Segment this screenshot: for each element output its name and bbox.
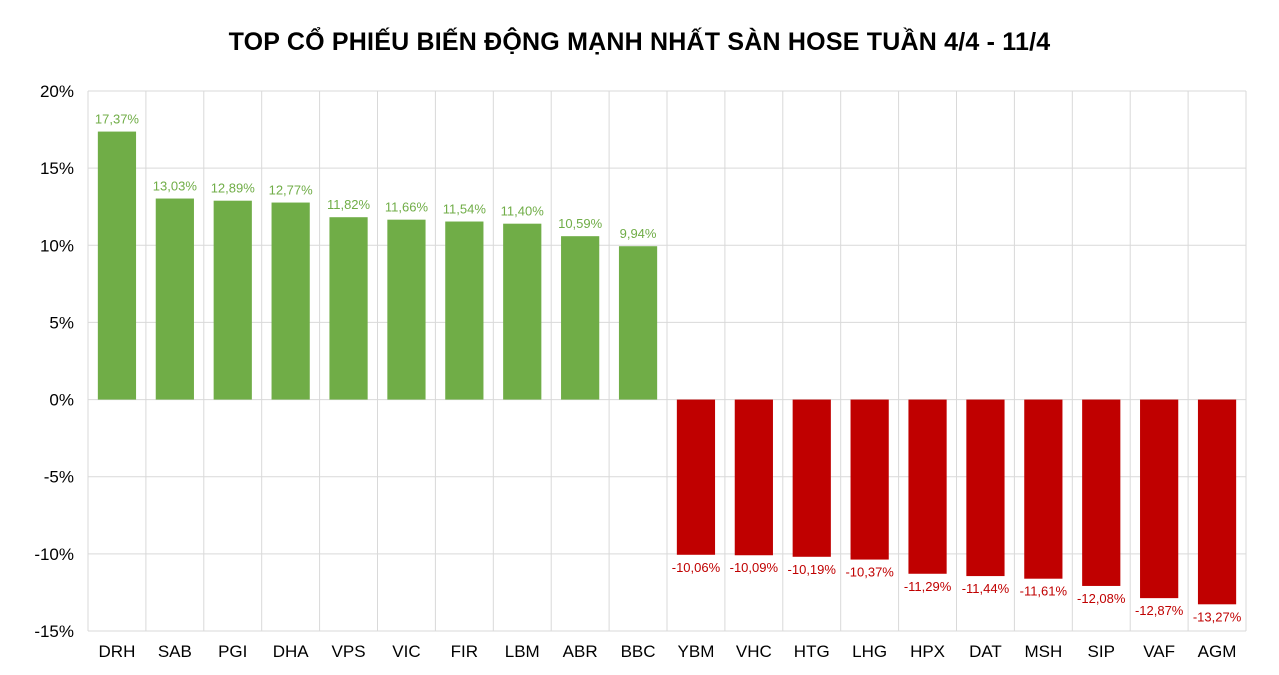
bar-htg xyxy=(792,399,831,557)
bar-dha xyxy=(271,202,310,400)
bar-sip xyxy=(1082,399,1121,586)
bar-drh xyxy=(97,131,137,400)
y-tick-label: 15% xyxy=(40,159,74,178)
x-tick-label: ABR xyxy=(563,642,598,661)
data-label: 11,82% xyxy=(327,197,371,212)
label-layer: 17,37% 13,03% 12,89% 12,77% 11,82% 11,66% 11,5… xyxy=(95,112,1242,625)
x-tick-label: DRH xyxy=(99,642,136,661)
y-tick-label: -10% xyxy=(34,545,74,564)
x-tick-label: HPX xyxy=(910,642,945,661)
bar-layer xyxy=(97,131,1237,605)
x-tick-label: VHC xyxy=(736,642,772,661)
data-label: 11,40% xyxy=(501,204,545,219)
bar-vic xyxy=(387,219,426,400)
y-tick-label: 10% xyxy=(40,236,74,255)
bar-ybm xyxy=(676,399,716,555)
bar-vhc xyxy=(734,399,773,556)
bar-lbm xyxy=(503,223,542,400)
x-tick-label: VAF xyxy=(1143,642,1175,661)
data-label: -10,37% xyxy=(845,565,894,580)
bar-dat xyxy=(966,399,1005,577)
x-tick-label: BBC xyxy=(621,642,656,661)
x-tick-label: HTG xyxy=(794,642,830,661)
data-label: -13,27% xyxy=(1193,609,1242,624)
data-label: -12,08% xyxy=(1077,591,1126,606)
bar-fir xyxy=(445,221,484,400)
x-tick-label: PGI xyxy=(218,642,247,661)
x-tick-label: LHG xyxy=(852,642,887,661)
x-tick-label: VIC xyxy=(392,642,420,661)
x-tick-label: YBM xyxy=(678,642,715,661)
y-tick-label: 5% xyxy=(49,313,74,332)
x-tick-label: FIR xyxy=(451,642,478,661)
data-label: -11,61% xyxy=(1020,584,1068,599)
data-label: 17,37% xyxy=(95,112,140,127)
data-label: -12,87% xyxy=(1135,603,1184,618)
data-label: 10,59% xyxy=(558,216,603,231)
axis-layer: 20% 15% 10% 5% 0% -5% -10% -15% DRH SAB PGI DHA VPS V… xyxy=(34,82,1236,661)
data-label: -10,06% xyxy=(672,560,721,575)
y-tick-label: 0% xyxy=(49,391,74,410)
data-label: 11,66% xyxy=(385,200,429,215)
bar-vaf xyxy=(1140,399,1179,599)
x-tick-label: MSH xyxy=(1024,642,1062,661)
data-label: 12,89% xyxy=(211,181,256,196)
bar-hpx xyxy=(908,399,947,574)
bar-lhg xyxy=(850,399,889,560)
bar-pgi xyxy=(213,200,252,400)
data-label: 9,94% xyxy=(620,226,657,241)
data-label: 12,77% xyxy=(269,183,314,198)
x-tick-label: SAB xyxy=(158,642,192,661)
bar-bbc xyxy=(618,246,658,400)
x-tick-label: DAT xyxy=(969,642,1002,661)
data-label: 13,03% xyxy=(153,179,198,194)
x-tick-label: AGM xyxy=(1198,642,1237,661)
grid-layer xyxy=(87,90,1247,632)
data-label: 11,54% xyxy=(443,202,487,217)
data-label: -10,19% xyxy=(788,562,837,577)
bar-sab xyxy=(155,198,194,400)
bar-vps xyxy=(329,217,368,400)
chart-title: TOP CỔ PHIẾU BIẾN ĐỘNG MẠNH NHẤT SÀN HOS… xyxy=(228,28,1051,56)
data-label: -10,09% xyxy=(730,560,779,575)
bar-msh xyxy=(1024,399,1063,579)
x-tick-label: VPS xyxy=(332,642,366,661)
y-tick-label: 20% xyxy=(40,82,74,101)
x-tick-label: LBM xyxy=(505,642,540,661)
y-tick-label: -5% xyxy=(44,468,74,487)
bar-abr xyxy=(561,236,600,400)
y-tick-label: -15% xyxy=(34,622,74,641)
data-label: -11,44% xyxy=(962,581,1010,596)
data-label: -11,29% xyxy=(904,579,952,594)
x-tick-label: SIP xyxy=(1088,642,1115,661)
x-tick-label: DHA xyxy=(273,642,310,661)
bar-agm xyxy=(1197,399,1237,605)
